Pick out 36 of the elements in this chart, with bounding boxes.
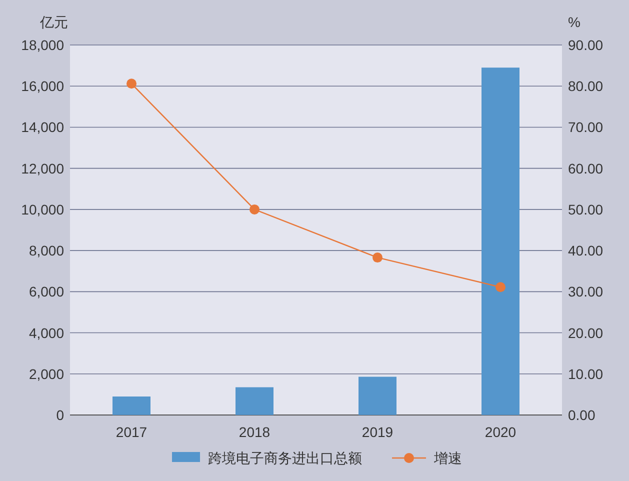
y2-axis-title: % [568,14,580,30]
bar [236,387,274,415]
point [250,204,260,214]
x-tick-label: 2020 [484,424,516,440]
y-tick-label: 6,000 [28,284,64,300]
bar [112,396,150,415]
y-tick-label: 4,000 [28,324,64,341]
y-tick-label: 0 [56,407,64,423]
y2-tick-label: 50.00 [568,201,604,218]
y-tick-label: 14,000 [21,119,64,136]
point [126,78,136,89]
y-tick-label: 2,000 [28,366,64,382]
y2-tick-label: 0.00 [568,407,596,423]
bar [482,68,520,415]
y2-tick-label: 40.00 [568,242,604,259]
y-axis-title: 亿元 [39,14,68,30]
y2-tick-label: 60.00 [568,160,604,176]
y-tick-label: 16,000 [21,78,64,94]
x-tick-label: 2018 [238,424,270,440]
x-tick-label: 2019 [362,424,394,440]
y2-tick-label: 30.00 [568,284,604,300]
y2-tick-label: 10.00 [568,366,604,382]
legend-label: 跨境电子商务进出口总额 [208,450,362,466]
y-tick-label: 8,000 [28,242,64,259]
y-tick-label: 12,000 [21,160,64,176]
y-tick-label: 10,000 [21,201,64,218]
x-tick-label: 2017 [116,424,148,440]
y-tick-label: 18,000 [21,37,64,53]
y2-tick-label: 70.00 [568,119,604,136]
point [496,282,506,292]
y2-tick-label: 80.00 [568,78,604,94]
point [372,252,382,263]
bar [358,376,396,415]
y2-tick-label: 90.00 [568,37,604,53]
legend-label: 增速 [433,450,462,466]
y2-tick-label: 20.00 [568,324,604,341]
